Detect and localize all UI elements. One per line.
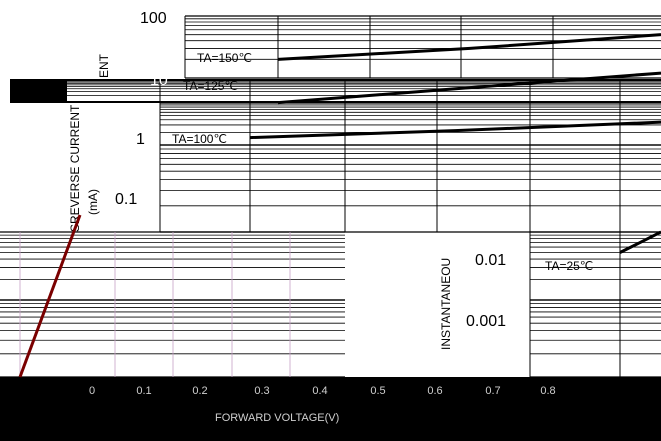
x-tick-label: 0.7: [485, 385, 500, 397]
y-tick-1: 1: [136, 131, 145, 148]
y-label-part-1: INSTANTANEOU: [439, 258, 453, 350]
series-label-ta25: TA=25℃: [545, 259, 593, 273]
x-tick-label: 0.4: [312, 385, 327, 397]
x-axis-label: FORWARD VOLTAGE(V): [215, 412, 339, 424]
x-tick-label: 0: [89, 385, 95, 397]
dark-band-bottom: [0, 377, 661, 441]
band-panel-strip: [67, 81, 661, 101]
x-tick-labels: 0 0.1 0.2 0.3 0.4 0.5 0.6 0.7 0.8: [89, 385, 556, 397]
y-tick-10: 10: [150, 72, 168, 89]
gridlines: [0, 15, 661, 378]
forward-curve: [18, 214, 82, 378]
y-tick-0-1: 0.1: [115, 191, 137, 208]
x-tick-label: 0.1: [136, 385, 151, 397]
series-curve-3: [619, 230, 661, 254]
y-tick-0-001: 0.001: [466, 313, 506, 330]
y-label-part-4: ENT: [97, 53, 111, 78]
x-tick-label: 0.6: [427, 385, 442, 397]
y-label-part-2: SREVERSE CURRENT: [68, 104, 82, 232]
series-label-ta125: TA=125℃: [183, 79, 238, 93]
y-tick-0-01: 0.01: [475, 252, 506, 269]
y-label-part-3: (mA): [86, 189, 100, 215]
x-tick-label: 0.3: [254, 385, 269, 397]
x-tick-label: 0.5: [370, 385, 385, 397]
series-curve-1: [277, 71, 661, 105]
series-curve-2: [249, 120, 661, 140]
x-tick-label: 0.2: [192, 385, 207, 397]
series-curves: [18, 33, 661, 378]
x-tick-label: 0.8: [540, 385, 555, 397]
series-label-ta100: TA=100℃: [172, 132, 227, 146]
y-tick-100: 100: [140, 10, 167, 27]
series-label-ta150: TA=150℃: [197, 51, 252, 65]
series-curve-0: [277, 33, 661, 61]
